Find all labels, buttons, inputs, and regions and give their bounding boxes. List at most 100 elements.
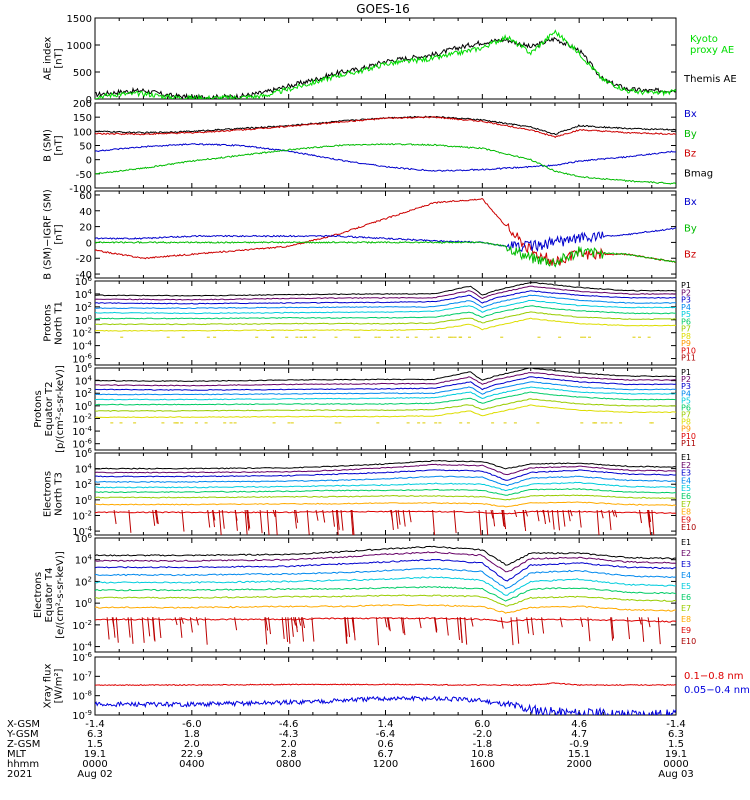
y-tick-label: 104 — [75, 554, 93, 567]
legend-entry: P8 — [681, 418, 691, 427]
y-tick-label: 10-6 — [72, 353, 92, 366]
y-tick-label: 106 — [75, 447, 93, 460]
y-tick-label: 150 — [73, 113, 92, 124]
footer-value: 1.5 — [668, 739, 684, 750]
y-axis-label: [nT] — [54, 48, 65, 68]
channel-line — [95, 459, 676, 470]
y-tick-label: 10-2 — [72, 327, 92, 340]
series-line — [95, 116, 676, 139]
panel-frame — [94, 17, 677, 100]
series-line — [95, 227, 676, 253]
legend-entry: 0.05−0.4 nm — [684, 685, 750, 696]
channel-line — [95, 290, 676, 305]
noise-spike — [501, 509, 505, 528]
footer-value: 6.3 — [668, 729, 684, 740]
noise-spike — [155, 509, 159, 525]
noise-spike — [336, 509, 340, 530]
noise-spike — [344, 617, 348, 637]
series-line — [95, 142, 676, 185]
noise-spike — [432, 509, 436, 535]
y-tick-label: 0 — [86, 95, 92, 106]
channel-line — [95, 404, 676, 419]
footer-value: -1.4 — [666, 719, 686, 730]
y-axis-label: [nT] — [54, 135, 65, 155]
noise-spike — [402, 617, 406, 636]
noise-spike — [547, 509, 551, 523]
footer-value: 1200 — [373, 759, 398, 770]
y-tick-label: 100 — [73, 127, 92, 138]
legend-entry: P7 — [681, 411, 691, 420]
noise-spike — [294, 509, 297, 529]
series-line — [95, 198, 676, 266]
channel-line — [95, 305, 676, 320]
noise-spike — [503, 509, 507, 530]
noise-spike — [569, 509, 573, 517]
channel-line — [95, 545, 676, 566]
y-tick-label: 106 — [75, 532, 93, 545]
series-line — [95, 115, 676, 136]
legend-entry: E4 — [681, 476, 691, 485]
y-axis-label: North T3 — [54, 472, 65, 516]
noise-spike — [516, 617, 520, 644]
footer-row-label: 2021 — [7, 769, 32, 780]
noise-spike — [390, 509, 394, 530]
noise-spike — [557, 509, 560, 531]
channel-line — [95, 311, 676, 326]
channel-line — [95, 381, 676, 396]
panel-7: 106 104 102 100 10-2 10-4 Electrons Equator T4[… — [33, 532, 696, 654]
y-axis-label: Protons — [43, 304, 54, 341]
y-tick-label: 100 — [75, 494, 92, 507]
channel-line — [95, 567, 676, 590]
series-line — [95, 36, 676, 99]
channel-line — [95, 501, 676, 508]
y-tick-label: 10-2 — [72, 619, 92, 632]
figure-title: GOES-16 — [356, 2, 410, 16]
y-tick-label: 100 — [75, 314, 92, 327]
footer-row-label: MLT — [7, 749, 27, 760]
noise-spike — [113, 509, 117, 525]
legend: E1 E2 E3 E4 E5 E6 E7 E8 E9 E10 — [681, 538, 696, 646]
noise-spike — [294, 617, 298, 629]
y-tick-label: 10-7 — [72, 670, 92, 683]
noise-spike — [246, 509, 250, 531]
noise-spike — [627, 617, 630, 640]
noise-spike — [376, 617, 379, 646]
legend-entry: E9 — [681, 515, 691, 524]
legend-entry: Bz — [684, 250, 696, 261]
legend-entry: P1 — [681, 368, 691, 377]
y-tick-label: 104 — [75, 375, 93, 388]
plot-area — [95, 459, 676, 535]
y-tick-label: 102 — [75, 575, 92, 588]
noise-spike — [181, 509, 185, 532]
noise-spike — [247, 509, 251, 529]
footer-value: 15.1 — [568, 749, 590, 760]
noise-spike — [234, 617, 238, 631]
noise-spike — [152, 509, 156, 526]
noise-spike — [445, 617, 449, 636]
legend-entry: Themis AE — [683, 74, 737, 85]
legend-entry: Bx — [684, 197, 697, 208]
y-tick-label: 1000 — [67, 41, 92, 52]
y-tick-label: 10-2 — [72, 412, 92, 425]
noise-spike — [453, 509, 457, 534]
y-tick-label: 106 — [75, 362, 93, 375]
noise-spike — [490, 509, 494, 519]
y-tick-label: 10-8 — [72, 690, 92, 703]
noise-spike — [611, 509, 615, 517]
noise-spike — [614, 509, 618, 518]
noise-spike — [306, 509, 310, 535]
noise-spike — [127, 617, 131, 638]
noise-spike — [541, 617, 545, 634]
noise-spike — [523, 509, 527, 532]
legend-entry: 0.1−0.8 nm — [684, 671, 743, 682]
y-tick-label: 100 — [75, 597, 92, 610]
panel-frame — [94, 452, 677, 536]
legend-entry: E8 — [681, 508, 691, 517]
footer-value: 19.1 — [84, 749, 106, 760]
noise-spike — [204, 617, 208, 645]
noise-spike — [459, 617, 463, 644]
noise-spike — [234, 509, 238, 531]
footer-value: 4.6 — [571, 719, 587, 730]
y-tick-label: -50 — [76, 170, 92, 181]
